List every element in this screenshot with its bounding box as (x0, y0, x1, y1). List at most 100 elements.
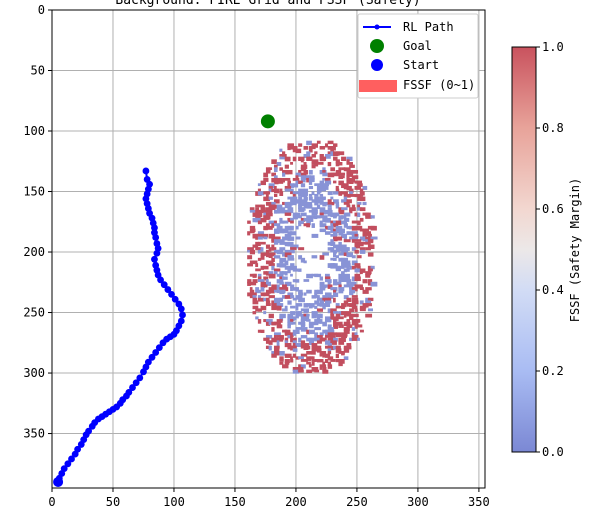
fssf-cell (330, 223, 334, 228)
fssf-cell (290, 249, 295, 254)
fssf-cell (357, 284, 363, 289)
fssf-cell (260, 207, 266, 212)
fssf-cell (247, 249, 253, 253)
fssf-cell (365, 239, 368, 243)
fssf-cell (341, 303, 347, 308)
fssf-cell (322, 183, 330, 187)
fssf-cell (311, 337, 316, 341)
fssf-cell (335, 348, 339, 353)
fssf-cell (311, 143, 318, 148)
fssf-cell (268, 340, 273, 345)
fssf-cell (290, 321, 294, 325)
fssf-cell (282, 364, 289, 369)
fssf-cell (311, 311, 315, 316)
fssf-cell (316, 345, 322, 349)
fssf-cell (255, 287, 260, 291)
fssf-cell (279, 217, 283, 222)
fssf-cell (306, 175, 311, 179)
fssf-cell (298, 297, 305, 303)
fssf-cell (282, 172, 286, 177)
fssf-cell (341, 351, 345, 356)
fssf-cell (335, 169, 342, 174)
fssf-cell (255, 316, 259, 320)
fssf-cell (354, 175, 359, 180)
fssf-cell (298, 193, 302, 197)
fssf-cell (306, 316, 310, 320)
fssf-cell (298, 220, 304, 225)
fssf-cell (311, 351, 316, 355)
rl-path-point (168, 290, 175, 298)
fssf-cell (319, 220, 323, 225)
fssf-cell (306, 151, 311, 155)
fssf-cell (279, 359, 284, 362)
fssf-cell (319, 364, 327, 368)
fssf-cell (311, 199, 318, 203)
fssf-cell (314, 273, 322, 278)
fssf-cell (327, 308, 333, 314)
fssf-cell (362, 241, 368, 245)
fssf-cell (330, 332, 337, 336)
fssf-cell (284, 361, 290, 365)
fssf-cell (303, 343, 310, 347)
fssf-cell (333, 172, 339, 177)
fssf-cell (292, 287, 298, 291)
fssf-cell (303, 308, 309, 314)
fssf-cell (343, 268, 348, 273)
rl-path-point (142, 167, 150, 175)
fssf-cell (306, 369, 313, 374)
fssf-cell (273, 297, 278, 303)
fssf-cell (330, 265, 338, 269)
fssf-cell (351, 247, 356, 251)
fssf-cell (265, 207, 273, 212)
fssf-cell (351, 265, 357, 270)
fssf-cell (265, 303, 271, 306)
fssf-cell (333, 223, 339, 228)
fssf-cell (276, 207, 282, 211)
fssf-cell (298, 191, 305, 196)
fssf-cell (298, 156, 305, 161)
fssf-cell (351, 225, 357, 231)
fssf-cell (265, 167, 270, 171)
fssf-cell (271, 287, 278, 291)
fssf-cell (338, 161, 343, 166)
fssf-cell (338, 175, 344, 180)
fssf-cell (338, 340, 345, 345)
fssf-cell (271, 223, 275, 228)
fssf-cell (314, 151, 318, 155)
fssf-cell (257, 279, 265, 283)
fssf-cell (319, 209, 327, 215)
fssf-cell (271, 284, 278, 290)
fssf-cell (354, 260, 358, 264)
fssf-cell (327, 177, 331, 181)
rl-path-point (160, 281, 168, 289)
fssf-cell (359, 308, 366, 312)
fssf-cell (343, 260, 351, 264)
fssf-cell (303, 260, 307, 264)
fssf-cell (343, 239, 351, 243)
legend-label-fssf: FSSF (0~1) (403, 78, 475, 92)
fssf-cell (279, 239, 285, 244)
fssf-cell (324, 353, 331, 358)
fssf-cell (338, 316, 344, 320)
fssf-cell (327, 225, 334, 231)
fssf-cell (265, 244, 271, 249)
fssf-cell (290, 273, 293, 277)
fssf-cell (370, 265, 375, 270)
fssf-cell (335, 255, 339, 259)
fssf-cell (249, 287, 253, 291)
fssf-cell (346, 321, 351, 327)
fssf-cell (290, 220, 294, 224)
fssf-cell (263, 276, 269, 281)
fssf-cell (322, 284, 326, 289)
fssf-cell (249, 249, 256, 255)
rl-path-layer (53, 114, 275, 487)
fssf-cell (265, 209, 273, 214)
fssf-cell (346, 313, 350, 317)
fssf-cell (343, 249, 349, 253)
fssf-cell (338, 289, 344, 294)
fssf-cell (367, 239, 374, 243)
fssf-cell (265, 279, 269, 283)
fssf-cell (290, 217, 294, 222)
colorbar-ticks: 0.0 0.2 0.4 0.6 0.8 1.0 (536, 40, 564, 459)
fssf-cell (298, 204, 303, 210)
